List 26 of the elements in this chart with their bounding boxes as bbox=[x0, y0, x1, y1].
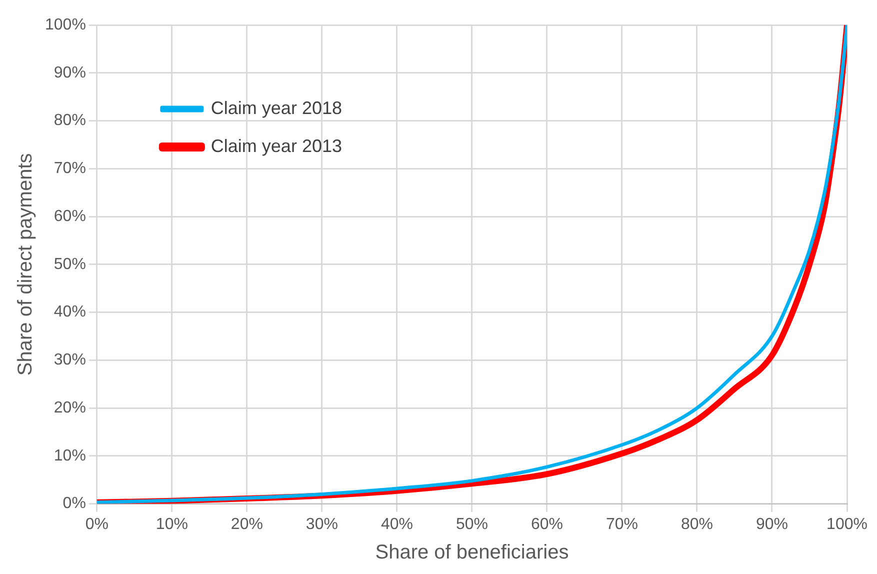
x-axis-title: Share of beneficiaries bbox=[375, 542, 569, 564]
y-tick-label: 30% bbox=[54, 352, 86, 369]
y-axis-title: Share of direct payments bbox=[14, 153, 37, 376]
y-tick-label: 60% bbox=[54, 208, 86, 225]
y-tick-label: 100% bbox=[45, 16, 86, 34]
y-tick-label: 0% bbox=[62, 495, 86, 512]
y-tick-label: 40% bbox=[54, 304, 86, 321]
y-tick-label: 80% bbox=[54, 112, 86, 130]
x-tick-label: 50% bbox=[456, 516, 488, 533]
legend-label: Claim year 2013 bbox=[210, 136, 342, 156]
x-tick-label: 80% bbox=[680, 516, 713, 533]
x-tick-label: 40% bbox=[380, 516, 413, 533]
x-tick-label: 90% bbox=[756, 516, 788, 533]
y-tick-label: 20% bbox=[54, 399, 86, 416]
x-tick-label: 10% bbox=[156, 516, 188, 533]
x-tick-label: 60% bbox=[530, 516, 563, 533]
x-tick-label: 100% bbox=[826, 516, 868, 533]
x-tick-label: 70% bbox=[606, 516, 638, 533]
y-tick-label: 70% bbox=[54, 160, 86, 178]
y-tick-label: 10% bbox=[54, 447, 86, 464]
legend-label: Claim year 2018 bbox=[210, 98, 342, 118]
y-tick-label: 50% bbox=[54, 256, 86, 273]
x-tick-label: 30% bbox=[306, 516, 338, 533]
y-tick-label: 90% bbox=[54, 64, 86, 82]
x-tick-label: 0% bbox=[85, 516, 108, 533]
x-tick-label: 20% bbox=[230, 516, 263, 533]
